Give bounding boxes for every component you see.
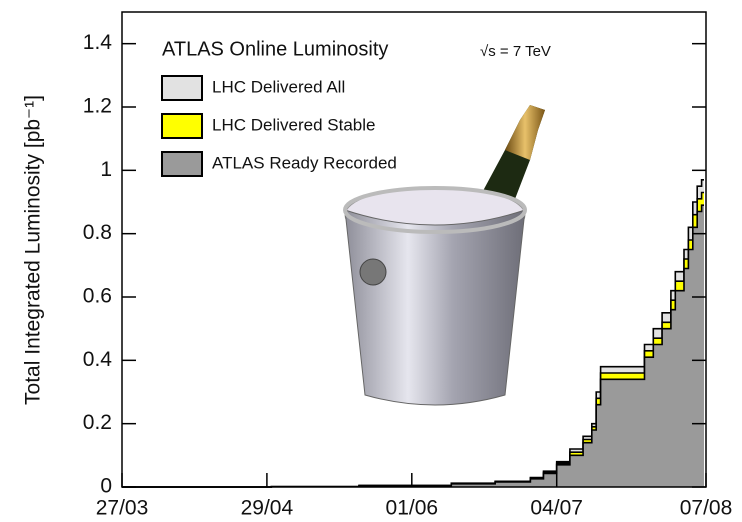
legend-label: LHC Delivered Stable	[212, 115, 375, 134]
y-tick-label: 0.8	[83, 221, 112, 244]
legend-swatch	[162, 76, 202, 100]
legend-swatch	[162, 152, 202, 176]
x-tick-label: 27/03	[96, 497, 149, 520]
y-tick-label: 0.6	[83, 285, 112, 308]
legend-swatch	[162, 114, 202, 138]
legend-label: LHC Delivered All	[212, 77, 345, 96]
x-tick-label: 07/08	[680, 497, 733, 520]
y-tick-label: 1	[100, 158, 112, 181]
y-tick-label: 1.4	[83, 31, 113, 54]
legend-title: ATLAS Online Luminosity	[162, 38, 388, 60]
bottle-foil	[505, 105, 545, 160]
legend-label: ATLAS Ready Recorded	[212, 153, 397, 172]
y-tick-label: 1.2	[83, 95, 112, 118]
chart: LHC Delivered All LHC Delivered Stable ATL…	[0, 0, 742, 522]
champagne-illustration	[345, 105, 545, 405]
x-tick-label: 29/04	[241, 497, 294, 520]
y-axis-label: Total Integrated Luminosity [pb⁻¹]	[22, 95, 45, 405]
y-tick-label: 0.2	[83, 411, 112, 434]
bucket-handle	[360, 259, 386, 285]
x-tick-label: 04/07	[530, 497, 583, 520]
y-tick-label: 0	[100, 475, 112, 498]
annotation: √s = 7 TeV	[480, 43, 551, 60]
x-tick-label: 01/06	[386, 497, 439, 520]
bucket	[345, 210, 525, 405]
y-tick-label: 0.4	[83, 348, 113, 371]
